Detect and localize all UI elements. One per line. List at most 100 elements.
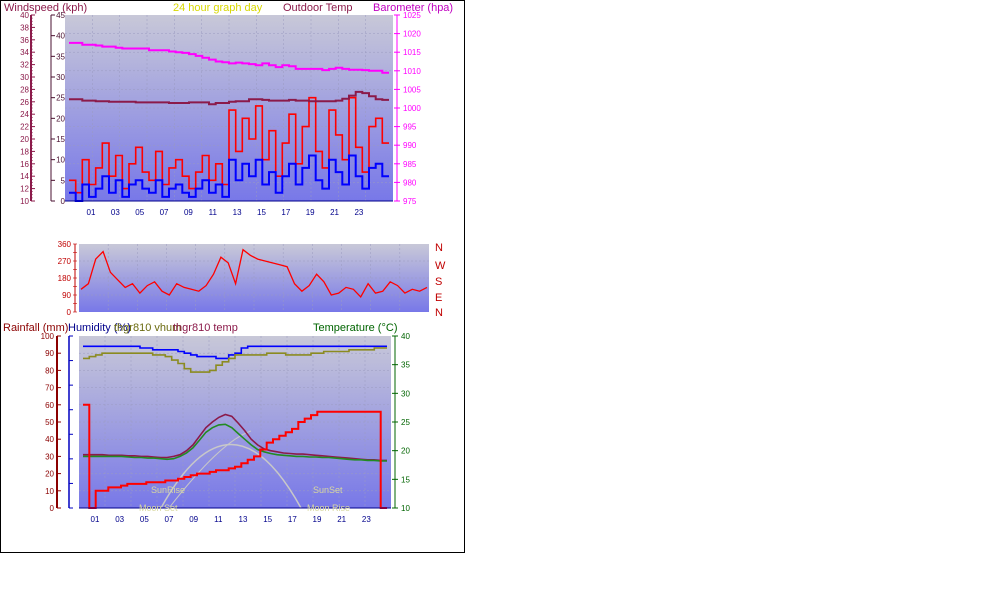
left-axis-label: 28 <box>20 85 29 94</box>
left2-axis-label: 15 <box>56 135 65 144</box>
graph-title: 24 hour graph day <box>173 2 263 14</box>
x-tick-label: 21 <box>337 515 346 524</box>
left-axis-label: 34 <box>20 48 29 57</box>
right-axis-label: 1020 <box>403 30 421 39</box>
dir-axis-label: 270 <box>58 257 72 266</box>
moonrise-label: Moon Rise <box>307 503 350 513</box>
thgr-temp-title: thgr810 temp <box>173 322 238 334</box>
dir-axis-label: 0 <box>67 308 72 317</box>
dir-axis-label: 360 <box>58 240 72 249</box>
left2-axis-label: 30 <box>56 73 65 82</box>
windspeed-title: Windspeed (kph) <box>4 2 87 14</box>
wind-speed-panel: 1012141618202224262830323436384005101520… <box>4 2 453 217</box>
compass-s: S <box>435 276 442 288</box>
humidity-line <box>83 345 387 360</box>
left-axis-label: 26 <box>20 98 29 107</box>
wind-direction-line <box>80 248 428 298</box>
x-tick-label: 17 <box>288 515 297 524</box>
temp-axis-label: 40 <box>401 332 410 341</box>
rain-axis-label: 60 <box>45 401 54 410</box>
thgr-temp-line <box>83 413 387 462</box>
left-axis-label: 30 <box>20 73 29 82</box>
left2-axis-label: 40 <box>56 32 65 41</box>
barometer-title: Barometer (hpa) <box>373 2 453 14</box>
dir-axis-label: 90 <box>62 291 71 300</box>
left2-axis-label: 45 <box>56 11 65 20</box>
sunrise-label: SunRise <box>151 485 185 495</box>
x-tick-label: 11 <box>214 515 223 524</box>
left2-axis-label: 25 <box>56 94 65 103</box>
x-tick-label: 07 <box>165 515 174 524</box>
right-axis-label: 1000 <box>403 104 421 113</box>
left-axis-label: 12 <box>20 185 29 194</box>
direction-grid <box>79 244 429 312</box>
rain-axis-label: 40 <box>45 435 54 444</box>
moon-path-curve <box>168 430 252 509</box>
x-tick-label: 21 <box>330 208 339 217</box>
x-tick-label: 15 <box>263 515 272 524</box>
temperature-line <box>83 423 387 462</box>
x-tick-label: 03 <box>111 208 120 217</box>
left-axis-label: 24 <box>20 110 29 119</box>
x-tick-label: 03 <box>115 515 124 524</box>
left-axis-label: 20 <box>20 135 29 144</box>
temperature-panel: 0 10 20 30 40 50 60 70 80 90 100 10 15 20 25 30 35 40 01 03… <box>3 322 410 524</box>
x-tick-label: 09 <box>184 208 193 217</box>
x-tick-label: 23 <box>354 208 363 217</box>
temp-grid <box>79 336 391 508</box>
wind-axes: 1012141618202224262830323436384005101520… <box>20 11 421 217</box>
left-axis-label: 16 <box>20 160 29 169</box>
left-axis-label: 22 <box>20 123 29 132</box>
wind-series <box>69 41 389 202</box>
x-tick-label: 01 <box>91 515 100 524</box>
x-tick-label: 13 <box>239 515 248 524</box>
x-tick-label: 09 <box>189 515 198 524</box>
humidity-title: Humidity (%) <box>68 322 131 334</box>
temp-series <box>83 345 387 509</box>
temp-axes: 0 10 20 30 40 50 60 70 80 90 100 10 15 20 25 30 35 40 01 03… <box>41 332 411 524</box>
direction-axes: 0 90 180 270 360 <box>58 240 77 317</box>
graph-frame: 10 12 14 16 18 20 22 24 26 28 30 32 34 36 38 40 0 5 10 15 20… <box>0 0 465 553</box>
left2-axis-label: 0 <box>61 197 66 206</box>
right-axis-label: 1010 <box>403 67 421 76</box>
left2-axis-label: 35 <box>56 52 65 61</box>
x-tick-label: 23 <box>362 515 371 524</box>
left-axis-label: 40 <box>20 11 29 20</box>
rain-axis-label: 10 <box>45 487 54 496</box>
compass-e: E <box>435 292 442 304</box>
left-axis-label: 10 <box>20 197 29 206</box>
rain-axis-label: 90 <box>45 349 54 358</box>
left-axis-label: 36 <box>20 36 29 45</box>
x-tick-label: 13 <box>233 208 242 217</box>
rain-axis-label: 100 <box>41 332 55 341</box>
dir-axis-label: 180 <box>58 274 72 283</box>
x-tick-label: 05 <box>135 208 144 217</box>
temp-axis-label: 30 <box>401 389 410 398</box>
temp-axis-label: 20 <box>401 447 410 456</box>
direction-series <box>80 248 428 298</box>
x-tick-label: 07 <box>160 208 169 217</box>
rain-axis-label: 50 <box>45 418 54 427</box>
sunset-label: SunSet <box>313 485 343 495</box>
temp-axis-label: 10 <box>401 504 410 513</box>
rainfall-title: Rainfall (mm) <box>3 322 68 334</box>
temperature-title: Temperature (°C) <box>313 322 397 334</box>
right-axis-label: 990 <box>403 141 417 150</box>
weather-chart: 1012141618202224262830323436384005101520… <box>3 2 453 524</box>
rain-axis-label: 80 <box>45 366 54 375</box>
thgr-hum-line <box>83 347 387 373</box>
wind-speed-line <box>69 154 389 202</box>
right-axis-label: 985 <box>403 160 417 169</box>
right-axis-label: 1025 <box>403 11 421 20</box>
left-axis-label: 18 <box>20 147 29 156</box>
rain-axis-label: 0 <box>50 504 55 513</box>
left-axis-label: 14 <box>20 172 29 181</box>
temp-axis-label: 15 <box>401 475 410 484</box>
x-tick-label: 17 <box>281 208 290 217</box>
rain-axis-label: 70 <box>45 384 54 393</box>
left2-axis-label: 10 <box>56 156 65 165</box>
x-tick-label: 19 <box>306 208 315 217</box>
left-axis-label: 38 <box>20 23 29 32</box>
left2-axis-label: 5 <box>61 176 66 185</box>
moonset-label: Moon Set <box>139 503 178 513</box>
